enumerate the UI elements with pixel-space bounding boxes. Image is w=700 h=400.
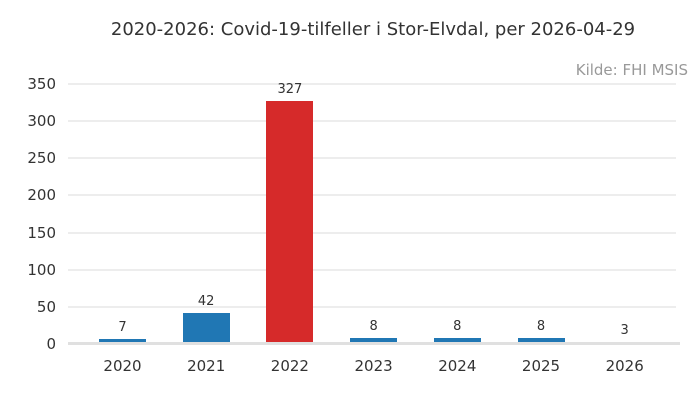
bar-value-label-2026: 3 bbox=[620, 323, 629, 338]
bar-2021 bbox=[182, 313, 230, 344]
bar-2023 bbox=[350, 338, 398, 344]
bar-value-label-2024: 8 bbox=[453, 319, 462, 334]
bar-2025 bbox=[517, 338, 565, 344]
bar-value-label-2025: 8 bbox=[536, 319, 546, 334]
bar-value-label-2021: 42 bbox=[197, 294, 215, 309]
gridline-150 bbox=[68, 231, 676, 234]
x-tick-label-2022: 2022 bbox=[270, 357, 309, 375]
x-tick-label-2024: 2024 bbox=[438, 357, 477, 375]
gridline-250 bbox=[68, 157, 676, 160]
y-tick-label-300: 300 bbox=[27, 112, 56, 131]
bar-2020 bbox=[99, 339, 146, 344]
chart-title: 2020-2026: Covid-19-tilfeller i Stor-Elv… bbox=[110, 19, 636, 40]
bar-value-label-2023: 8 bbox=[369, 319, 378, 334]
y-tick-label-350: 350 bbox=[27, 75, 56, 93]
y-tick-label-0: 0 bbox=[46, 335, 56, 353]
x-tick-label-2020: 2020 bbox=[103, 357, 142, 375]
bar-value-label-2020: 7 bbox=[118, 320, 127, 335]
gridline-100 bbox=[68, 268, 676, 271]
gridline-350 bbox=[68, 83, 676, 85]
gridline-50 bbox=[68, 305, 676, 308]
x-tick-label-2023: 2023 bbox=[354, 357, 393, 375]
y-tick-label-250: 250 bbox=[27, 149, 56, 168]
bar-2024 bbox=[433, 338, 481, 344]
gridline-300 bbox=[68, 120, 676, 123]
x-axis-baseline bbox=[68, 342, 680, 345]
x-tick-label-2025: 2025 bbox=[521, 357, 561, 375]
x-tick-label-2026: 2026 bbox=[605, 357, 644, 375]
y-tick-label-50: 50 bbox=[36, 297, 56, 316]
bar-2022 bbox=[266, 101, 314, 344]
y-tick-label-100: 100 bbox=[27, 260, 56, 279]
bar-value-label-2022: 327 bbox=[277, 82, 303, 97]
y-tick-label-150: 150 bbox=[27, 223, 56, 242]
source-note: Kilde: FHI MSIS bbox=[575, 61, 688, 79]
x-tick-label-2021: 2021 bbox=[187, 357, 226, 375]
y-tick-label-200: 200 bbox=[27, 186, 56, 205]
gridline-200 bbox=[68, 194, 676, 197]
